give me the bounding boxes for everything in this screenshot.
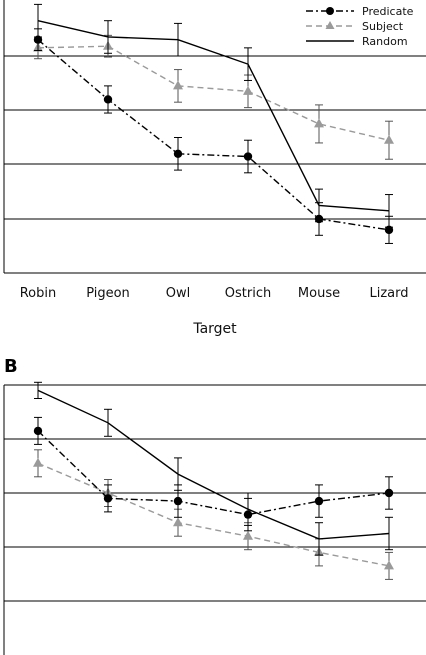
data-point bbox=[314, 214, 324, 224]
error-bar bbox=[174, 22, 182, 57]
error-bar bbox=[315, 522, 323, 556]
series-random bbox=[34, 3, 393, 228]
data-point bbox=[173, 517, 183, 527]
legend-marker bbox=[325, 21, 335, 29]
legend-item-random: Random bbox=[306, 35, 408, 48]
legend: Predicate Subject Random bbox=[306, 5, 414, 48]
series-subject bbox=[33, 34, 394, 160]
data-point bbox=[384, 225, 394, 235]
legend-label: Predicate bbox=[362, 5, 414, 18]
error-bar bbox=[244, 47, 252, 81]
x-tick-label: Pigeon bbox=[86, 286, 130, 301]
x-tick-label: Ostrich bbox=[225, 286, 271, 301]
data-point bbox=[103, 494, 113, 503]
data-point bbox=[384, 488, 394, 498]
series-predicate bbox=[33, 28, 394, 244]
series-line bbox=[37, 20, 390, 212]
data-point bbox=[243, 85, 253, 95]
data-point bbox=[173, 80, 183, 90]
data-point bbox=[243, 152, 253, 161]
data-point bbox=[103, 95, 113, 104]
series-line bbox=[37, 430, 390, 516]
panel-label: B bbox=[4, 356, 18, 377]
legend-item-predicate: Predicate bbox=[306, 5, 414, 18]
x-tick-label: Robin bbox=[20, 286, 57, 301]
legend-marker bbox=[326, 7, 334, 15]
series-random bbox=[34, 381, 393, 556]
data-point bbox=[173, 496, 183, 506]
x-tick-label: Mouse bbox=[298, 286, 340, 301]
series-predicate bbox=[33, 416, 394, 532]
series-line bbox=[37, 39, 390, 231]
x-axis-label: Target bbox=[192, 321, 237, 337]
data-point bbox=[33, 426, 43, 436]
series-line bbox=[37, 462, 390, 567]
series-line bbox=[37, 45, 390, 141]
data-point bbox=[384, 560, 394, 570]
series-subject bbox=[33, 449, 394, 580]
legend-label: Random bbox=[362, 35, 408, 48]
legend-label: Subject bbox=[362, 20, 404, 33]
data-point bbox=[243, 530, 253, 540]
error-bar bbox=[104, 20, 112, 54]
error-bar bbox=[104, 408, 112, 437]
series-line bbox=[37, 389, 390, 540]
data-point bbox=[33, 457, 43, 467]
data-point bbox=[243, 510, 253, 519]
error-bar bbox=[385, 516, 393, 551]
legend-item-subject: Subject bbox=[306, 20, 404, 33]
x-tick-label: Lizard bbox=[369, 286, 408, 301]
panel-b: B bbox=[3, 356, 426, 655]
data-point bbox=[33, 35, 43, 44]
data-point bbox=[173, 149, 183, 158]
data-point bbox=[314, 496, 324, 506]
panel-a: Robin Pigeon Owl Ostrich Mouse Lizard Target bbox=[3, 0, 426, 337]
data-point bbox=[384, 134, 394, 144]
error-bar bbox=[34, 381, 42, 399]
data-point bbox=[314, 118, 324, 128]
x-tick-label: Owl bbox=[166, 286, 190, 301]
